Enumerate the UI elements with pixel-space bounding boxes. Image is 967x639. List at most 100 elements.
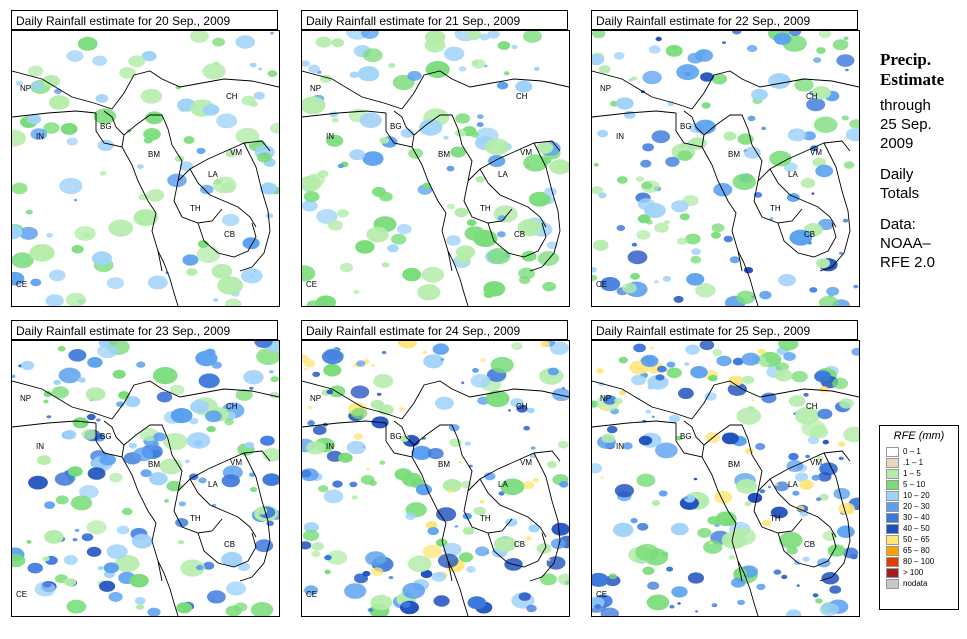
rain-cell (440, 358, 445, 361)
rain-cell (256, 348, 279, 365)
rain-cell (839, 251, 843, 255)
rain-cell (728, 555, 736, 560)
country-label-cb: CB (514, 540, 525, 549)
rain-cell (802, 556, 810, 562)
rain-cell (736, 290, 756, 304)
rain-cell (146, 189, 165, 202)
country-label-np: NP (600, 84, 611, 93)
country-label-la: LA (498, 480, 508, 489)
rain-cell (307, 420, 315, 426)
rain-cell (630, 272, 640, 280)
rain-cell (339, 262, 354, 273)
legend-label: 5 – 10 (903, 479, 926, 489)
rain-cell (613, 52, 625, 60)
rain-cell (503, 535, 508, 540)
rain-cell (616, 225, 626, 231)
rain-cell (669, 604, 675, 609)
rain-cell (475, 176, 485, 183)
rain-cell (316, 209, 338, 224)
rain-cell (600, 607, 619, 616)
legend-swatch (886, 468, 899, 479)
rain-cell (768, 485, 771, 489)
country-label-bg: BG (390, 432, 402, 441)
border-line (592, 110, 677, 118)
rain-cell (745, 448, 754, 455)
rain-cell (308, 64, 320, 73)
rain-cell (365, 551, 387, 566)
rain-cell (433, 595, 450, 607)
rain-cell (774, 481, 789, 492)
rain-cell (43, 122, 60, 134)
legend-label: nodata (903, 578, 928, 588)
rain-cell (622, 442, 633, 450)
rain-cell (483, 281, 506, 297)
rain-cell (666, 361, 676, 368)
rain-cell (77, 36, 98, 51)
map-panel-2: Daily Rainfall estimate for 21 Sep., 200… (301, 10, 570, 307)
border-line (12, 380, 113, 420)
rain-cell (397, 341, 418, 349)
country-borders (12, 380, 279, 616)
rain-cell (523, 425, 530, 431)
rain-cell (686, 273, 705, 286)
rain-cell (600, 277, 621, 292)
rain-cell (189, 417, 199, 425)
country-label-bm: BM (148, 150, 160, 159)
rain-cell (755, 443, 766, 450)
rain-cell (81, 428, 97, 440)
rain-cell (694, 119, 716, 135)
rain-cell (12, 182, 28, 195)
rain-cell (630, 518, 638, 524)
country-label-th: TH (190, 204, 201, 213)
rain-cell (737, 599, 745, 606)
border-line (121, 146, 163, 272)
rain-cell (458, 552, 474, 563)
rain-cell (768, 73, 791, 89)
rain-cell (420, 569, 433, 579)
rain-cell (732, 357, 744, 366)
rain-cell (518, 592, 531, 601)
rain-cell (546, 556, 566, 570)
rain-cell (622, 282, 637, 294)
rain-cell (788, 452, 799, 461)
rain-cell (207, 590, 226, 604)
rain-cell (391, 233, 407, 245)
border-line (413, 114, 473, 182)
rain-cell (12, 553, 26, 568)
border-line (197, 532, 257, 568)
rain-cell (786, 609, 802, 616)
rain-cell (326, 389, 334, 395)
rain-cell (842, 218, 849, 223)
rain-cell (557, 440, 569, 449)
rain-cell (529, 454, 536, 459)
rain-cell (613, 522, 634, 538)
rain-cell (362, 151, 384, 166)
rain-cell (592, 572, 609, 587)
rain-cell (618, 390, 626, 396)
rain-cell (636, 176, 644, 182)
rain-cell (783, 352, 796, 361)
country-label-np: NP (310, 84, 321, 93)
rainfall-map: NP CH IN BG BM VM LA TH CB CE (591, 340, 860, 617)
rain-cell (325, 134, 344, 147)
rain-cell (62, 429, 77, 440)
rain-cell (618, 356, 628, 364)
rain-cell (775, 362, 789, 372)
rain-cell (729, 256, 740, 264)
rain-cell (328, 220, 343, 231)
rain-cell (479, 33, 490, 41)
rain-cell (544, 187, 557, 197)
rain-cell (399, 407, 405, 411)
rain-cell (178, 501, 186, 507)
rain-cell (46, 232, 54, 238)
rain-cell (608, 573, 617, 580)
rain-cell (480, 358, 486, 362)
country-label-in: IN (36, 442, 44, 451)
rain-cell (525, 535, 532, 541)
legend-label: 0 – 1 (903, 446, 921, 456)
rain-cell (631, 76, 638, 81)
rain-cell (424, 31, 446, 45)
rain-cell (349, 71, 360, 79)
country-borders (592, 380, 859, 616)
rain-cell (180, 559, 205, 577)
